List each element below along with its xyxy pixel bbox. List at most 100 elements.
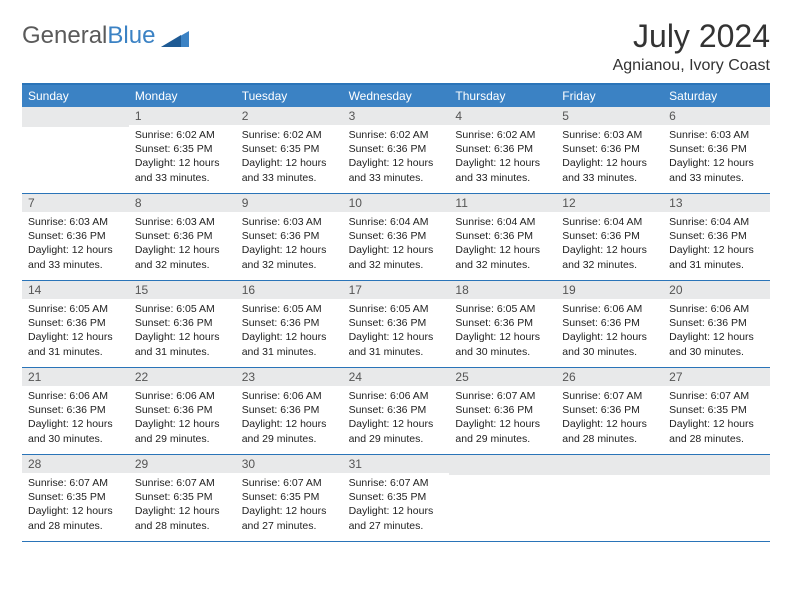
daylight-line: Daylight: 12 hours and 32 minutes.: [242, 243, 337, 271]
sunrise-line: Sunrise: 6:07 AM: [669, 389, 764, 403]
daylight-line: Daylight: 12 hours and 29 minutes.: [135, 417, 230, 445]
day-content: Sunrise: 6:07 AMSunset: 6:35 PMDaylight:…: [236, 473, 343, 539]
day-content: Sunrise: 6:03 AMSunset: 6:36 PMDaylight:…: [556, 125, 663, 191]
daylight-line: Daylight: 12 hours and 33 minutes.: [242, 156, 337, 184]
calendar-week: 28Sunrise: 6:07 AMSunset: 6:35 PMDayligh…: [22, 455, 770, 542]
day-number: 25: [449, 368, 556, 386]
day-content: Sunrise: 6:06 AMSunset: 6:36 PMDaylight:…: [129, 386, 236, 452]
sunset-line: Sunset: 6:35 PM: [349, 490, 444, 504]
sunset-line: Sunset: 6:36 PM: [28, 316, 123, 330]
sunrise-line: Sunrise: 6:02 AM: [242, 128, 337, 142]
day-number: 26: [556, 368, 663, 386]
day-content: Sunrise: 6:07 AMSunset: 6:35 PMDaylight:…: [22, 473, 129, 539]
day-content: Sunrise: 6:07 AMSunset: 6:35 PMDaylight:…: [343, 473, 450, 539]
day-content: Sunrise: 6:06 AMSunset: 6:36 PMDaylight:…: [22, 386, 129, 452]
day-content: Sunrise: 6:07 AMSunset: 6:35 PMDaylight:…: [663, 386, 770, 452]
logo: GeneralBlue: [22, 18, 189, 50]
sunset-line: Sunset: 6:36 PM: [562, 229, 657, 243]
daylight-line: Daylight: 12 hours and 27 minutes.: [349, 504, 444, 532]
daylight-line: Daylight: 12 hours and 33 minutes.: [669, 156, 764, 184]
sunrise-line: Sunrise: 6:06 AM: [135, 389, 230, 403]
sunrise-line: Sunrise: 6:07 AM: [562, 389, 657, 403]
page-header: GeneralBlue July 2024 Agnianou, Ivory Co…: [22, 18, 770, 75]
sunrise-line: Sunrise: 6:06 AM: [562, 302, 657, 316]
sunrise-line: Sunrise: 6:03 AM: [669, 128, 764, 142]
day-content: Sunrise: 6:05 AMSunset: 6:36 PMDaylight:…: [449, 299, 556, 365]
daylight-line: Daylight: 12 hours and 31 minutes.: [669, 243, 764, 271]
daylight-line: Daylight: 12 hours and 32 minutes.: [455, 243, 550, 271]
day-number: 2: [236, 107, 343, 125]
daylight-line: Daylight: 12 hours and 29 minutes.: [242, 417, 337, 445]
daylight-line: Daylight: 12 hours and 29 minutes.: [455, 417, 550, 445]
sunrise-line: Sunrise: 6:07 AM: [349, 476, 444, 490]
calendar-day: 2Sunrise: 6:02 AMSunset: 6:35 PMDaylight…: [236, 107, 343, 193]
weekday-header: Monday: [129, 85, 236, 107]
day-number: 21: [22, 368, 129, 386]
day-content: Sunrise: 6:06 AMSunset: 6:36 PMDaylight:…: [556, 299, 663, 365]
day-number: 4: [449, 107, 556, 125]
calendar-day: 26Sunrise: 6:07 AMSunset: 6:36 PMDayligh…: [556, 368, 663, 454]
day-content: Sunrise: 6:02 AMSunset: 6:36 PMDaylight:…: [449, 125, 556, 191]
sunset-line: Sunset: 6:36 PM: [669, 229, 764, 243]
daylight-line: Daylight: 12 hours and 33 minutes.: [135, 156, 230, 184]
sunset-line: Sunset: 6:36 PM: [562, 316, 657, 330]
day-content: Sunrise: 6:07 AMSunset: 6:36 PMDaylight:…: [449, 386, 556, 452]
daylight-line: Daylight: 12 hours and 33 minutes.: [455, 156, 550, 184]
daylight-line: Daylight: 12 hours and 32 minutes.: [562, 243, 657, 271]
sunset-line: Sunset: 6:36 PM: [28, 403, 123, 417]
sunset-line: Sunset: 6:36 PM: [349, 142, 444, 156]
calendar-week: 14Sunrise: 6:05 AMSunset: 6:36 PMDayligh…: [22, 281, 770, 368]
daylight-line: Daylight: 12 hours and 30 minutes.: [562, 330, 657, 358]
day-number: 29: [129, 455, 236, 473]
daylight-line: Daylight: 12 hours and 30 minutes.: [28, 417, 123, 445]
calendar-day: 5Sunrise: 6:03 AMSunset: 6:36 PMDaylight…: [556, 107, 663, 193]
day-number: 23: [236, 368, 343, 386]
weekday-header-row: SundayMondayTuesdayWednesdayThursdayFrid…: [22, 85, 770, 107]
day-number: 14: [22, 281, 129, 299]
calendar-day: 31Sunrise: 6:07 AMSunset: 6:35 PMDayligh…: [343, 455, 450, 541]
day-number: 30: [236, 455, 343, 473]
calendar: SundayMondayTuesdayWednesdayThursdayFrid…: [22, 83, 770, 542]
calendar-day: 6Sunrise: 6:03 AMSunset: 6:36 PMDaylight…: [663, 107, 770, 193]
sunset-line: Sunset: 6:36 PM: [242, 403, 337, 417]
calendar-day: 22Sunrise: 6:06 AMSunset: 6:36 PMDayligh…: [129, 368, 236, 454]
weekday-header: Tuesday: [236, 85, 343, 107]
sunrise-line: Sunrise: 6:05 AM: [28, 302, 123, 316]
calendar-day: 15Sunrise: 6:05 AMSunset: 6:36 PMDayligh…: [129, 281, 236, 367]
sunset-line: Sunset: 6:36 PM: [242, 316, 337, 330]
calendar-day: 30Sunrise: 6:07 AMSunset: 6:35 PMDayligh…: [236, 455, 343, 541]
day-content: Sunrise: 6:05 AMSunset: 6:36 PMDaylight:…: [236, 299, 343, 365]
day-number: 28: [22, 455, 129, 473]
day-content: Sunrise: 6:02 AMSunset: 6:35 PMDaylight:…: [236, 125, 343, 191]
calendar-day: 23Sunrise: 6:06 AMSunset: 6:36 PMDayligh…: [236, 368, 343, 454]
daylight-line: Daylight: 12 hours and 31 minutes.: [135, 330, 230, 358]
sunset-line: Sunset: 6:35 PM: [669, 403, 764, 417]
daylight-line: Daylight: 12 hours and 33 minutes.: [562, 156, 657, 184]
daylight-line: Daylight: 12 hours and 31 minutes.: [349, 330, 444, 358]
day-content: Sunrise: 6:07 AMSunset: 6:36 PMDaylight:…: [556, 386, 663, 452]
sunset-line: Sunset: 6:36 PM: [349, 229, 444, 243]
sunrise-line: Sunrise: 6:05 AM: [349, 302, 444, 316]
calendar-body: 1Sunrise: 6:02 AMSunset: 6:35 PMDaylight…: [22, 107, 770, 542]
sunrise-line: Sunrise: 6:05 AM: [135, 302, 230, 316]
day-content: Sunrise: 6:04 AMSunset: 6:36 PMDaylight:…: [663, 212, 770, 278]
weekday-header: Wednesday: [343, 85, 450, 107]
sunrise-line: Sunrise: 6:02 AM: [455, 128, 550, 142]
calendar-day: 7Sunrise: 6:03 AMSunset: 6:36 PMDaylight…: [22, 194, 129, 280]
calendar-day: 24Sunrise: 6:06 AMSunset: 6:36 PMDayligh…: [343, 368, 450, 454]
calendar-day: 21Sunrise: 6:06 AMSunset: 6:36 PMDayligh…: [22, 368, 129, 454]
sunrise-line: Sunrise: 6:04 AM: [562, 215, 657, 229]
sunrise-line: Sunrise: 6:06 AM: [669, 302, 764, 316]
sunrise-line: Sunrise: 6:03 AM: [135, 215, 230, 229]
calendar-day: 9Sunrise: 6:03 AMSunset: 6:36 PMDaylight…: [236, 194, 343, 280]
day-content: Sunrise: 6:03 AMSunset: 6:36 PMDaylight:…: [236, 212, 343, 278]
logo-text: GeneralBlue: [22, 22, 155, 50]
calendar-day: 20Sunrise: 6:06 AMSunset: 6:36 PMDayligh…: [663, 281, 770, 367]
sunrise-line: Sunrise: 6:07 AM: [455, 389, 550, 403]
day-number: 20: [663, 281, 770, 299]
sunset-line: Sunset: 6:36 PM: [455, 316, 550, 330]
day-number: 24: [343, 368, 450, 386]
calendar-day: [22, 107, 129, 193]
day-content: Sunrise: 6:04 AMSunset: 6:36 PMDaylight:…: [556, 212, 663, 278]
sunset-line: Sunset: 6:36 PM: [135, 316, 230, 330]
